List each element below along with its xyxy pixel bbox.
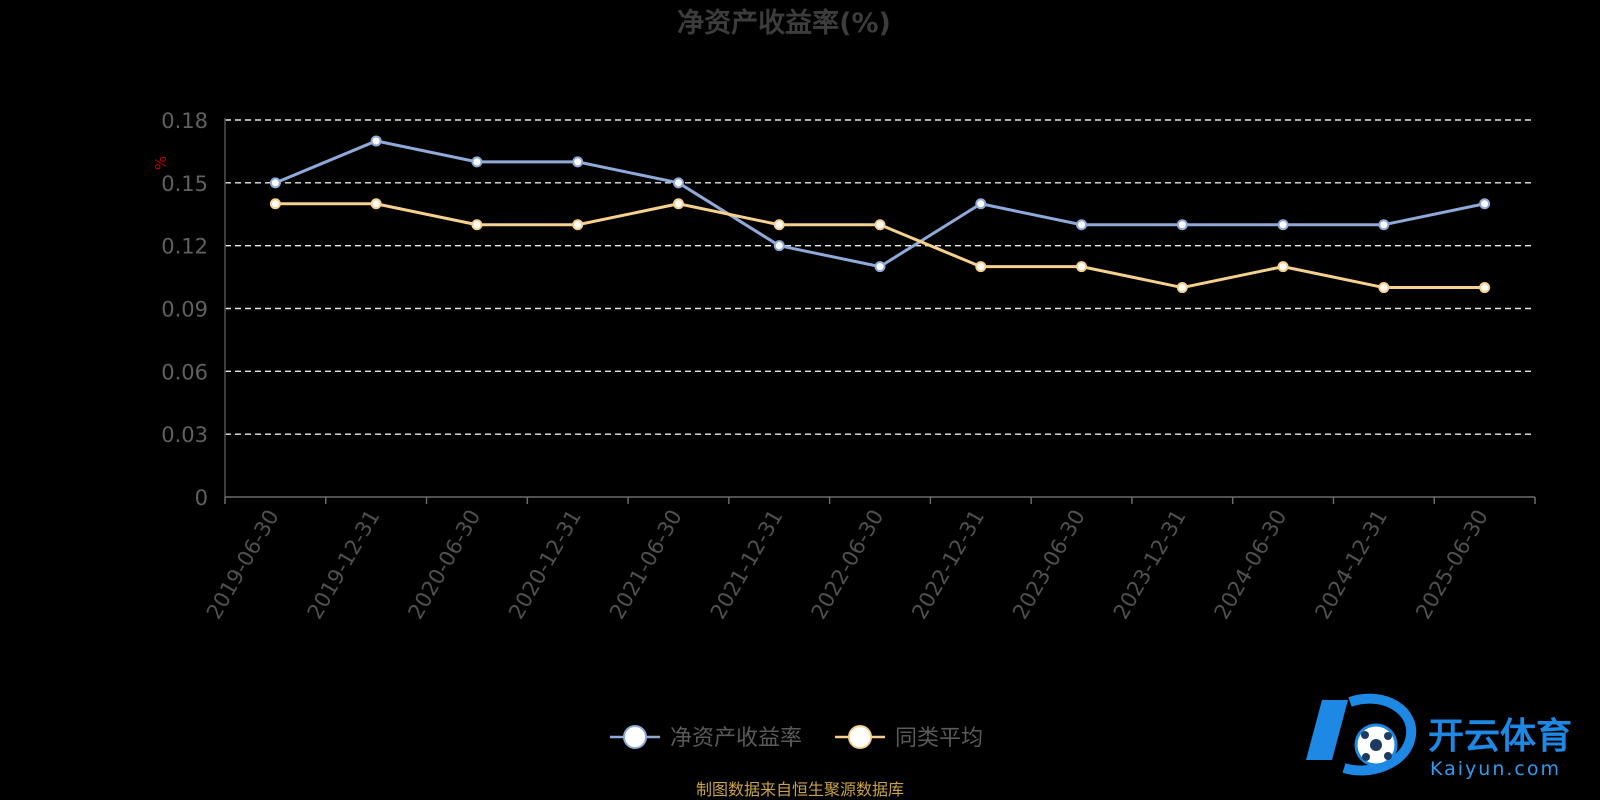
legend-label: 同类平均 [895,726,983,751]
data-point [1378,219,1390,231]
x-tick-label: 2024-12-31 [1310,506,1392,624]
x-tick-label: 2019-12-31 [303,506,385,624]
data-point [572,156,584,168]
x-tick-label: 2022-06-30 [807,506,889,624]
data-point [370,198,382,210]
data-point [269,177,281,189]
legend[interactable]: 净资产收益率 同类平均 [610,725,983,751]
watermark-chinese: 开云体育 [1428,716,1572,757]
x-tick-label: 2022-12-31 [907,506,989,624]
x-tick-label: 2024-06-30 [1210,506,1292,624]
y-tick-label: 0.06 [161,360,208,384]
y-tick-label: 0.15 [161,172,208,196]
data-point [1176,219,1188,231]
x-tick-label: 2020-12-31 [504,506,586,624]
data-point [874,219,886,231]
data-point [1176,282,1188,294]
data-point [1479,282,1491,294]
data-point [572,219,584,231]
x-tick-label: 2023-06-30 [1008,506,1090,624]
gridlines [225,119,1535,435]
data-point [975,198,987,210]
y-tick-label: 0 [195,486,208,510]
data-point [874,261,886,273]
data-point [1378,282,1390,294]
x-tick-label: 2025-06-30 [1411,506,1493,624]
legend-marker [623,725,647,749]
y-tick-label: 0.03 [161,423,208,447]
legend-item-1[interactable]: 同类平均 [835,725,983,751]
x-tick-label: 2020-06-30 [403,506,485,624]
data-point [471,219,483,231]
watermark-english: Kaiyun.com [1430,758,1561,780]
x-tick-label: 2019-06-30 [202,506,284,624]
legend-label: 净资产收益率 [670,726,802,751]
data-point [1277,219,1289,231]
x-tick-label: 2021-12-31 [706,506,788,624]
data-point [1479,198,1491,210]
y-tick-label: 0.09 [161,298,208,322]
data-point [370,135,382,147]
legend-marker [848,725,872,749]
data-point [672,177,684,189]
data-point [975,261,987,273]
data-point [269,198,281,210]
data-point [1076,219,1088,231]
series-lines [269,135,1491,294]
kaiyun-logo-icon [1306,693,1417,776]
data-point [471,156,483,168]
y-axis-label: % [152,156,170,170]
y-tick-label: 0.18 [161,109,208,133]
chart-title: 净资产收益率(%) [677,7,891,39]
watermark-logo: 开云体育 Kaiyun.com [1306,693,1572,780]
data-point [672,198,684,210]
data-point [1076,261,1088,273]
y-tick-label: 0.12 [161,235,208,259]
series-line-0 [274,139,1485,269]
x-tick-label: 2021-06-30 [605,506,687,624]
legend-item-0[interactable]: 净资产收益率 [610,725,802,751]
x-tick-label: 2023-12-31 [1109,506,1191,624]
data-point [773,219,785,231]
data-point [1277,261,1289,273]
data-point [773,240,785,252]
axes: 0 0.03 0.06 0.09 0.12 0.15 0.18 2019-06-30 2019-… [161,109,1536,624]
source-note: 制图数据来自恒生聚源数据库 [696,780,904,799]
